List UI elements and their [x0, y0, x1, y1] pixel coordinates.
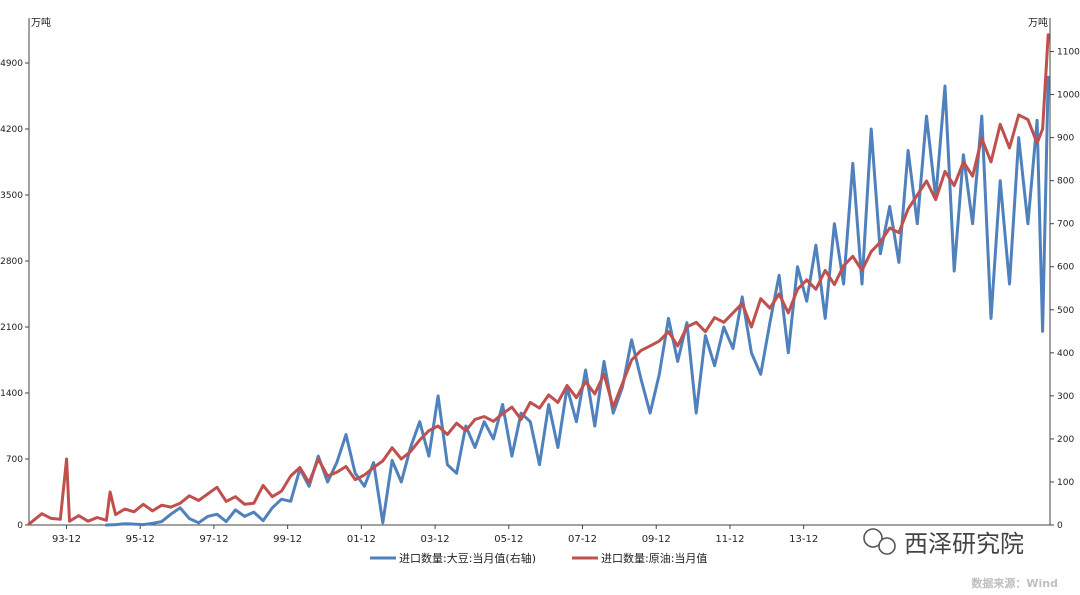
x-axis-tick-label: 93-12: [52, 534, 81, 545]
left-axis-tick-label: 4900: [0, 59, 23, 69]
x-axis-tick-label: 05-12: [494, 534, 523, 545]
watermark-text: 西泽研究院: [904, 530, 1024, 558]
source-note: 数据来源：Wind: [971, 576, 1058, 590]
left-axis-tick-label: 4200: [0, 125, 23, 135]
legend-label: 进口数量:大豆:当月值(右轴): [399, 551, 536, 565]
right-axis-tick-label: 600: [1057, 263, 1074, 273]
x-axis-tick-label: 07-12: [568, 534, 597, 545]
right-axis-tick-label: 900: [1057, 134, 1074, 144]
x-axis-tick-label: 13-12: [789, 534, 818, 545]
right-axis-tick-label: 200: [1057, 435, 1074, 445]
x-axis-tick-label: 01-12: [347, 534, 376, 545]
crude-oil-series-line: [27, 33, 1050, 526]
left-axis-tick-label: 700: [6, 455, 23, 465]
right-axis-tick-label: 400: [1057, 349, 1074, 359]
series-layer: [27, 33, 1050, 527]
right-axis-tick-label: 800: [1057, 177, 1074, 187]
x-axis-tick-label: 99-12: [273, 534, 302, 545]
right-axis-tick-label: 100: [1057, 478, 1074, 488]
left-axis-tick-label: 1400: [0, 389, 23, 399]
wechat-icon: [863, 528, 883, 548]
x-axis-tick-label: 95-12: [126, 534, 155, 545]
x-axis-tick-label: 09-12: [642, 534, 671, 545]
right-axis-tick-label: 700: [1057, 220, 1074, 230]
wechat-icon-bubble: [878, 537, 896, 555]
right-axis-tick-label: 300: [1057, 392, 1074, 402]
soybean-series-line: [104, 75, 1050, 527]
x-axis-tick-label: 03-12: [421, 534, 450, 545]
left-axis-tick-label: 3500: [0, 191, 23, 201]
right-axis-unit-label: 万吨: [1028, 16, 1048, 29]
right-axis-tick-label: 0: [1057, 521, 1063, 531]
left-axis-unit-label: 万吨: [31, 16, 51, 29]
left-axis-tick-label: 0: [17, 521, 23, 531]
x-axis-tick-label: 11-12: [715, 534, 744, 545]
right-axis-tick-label: 1100: [1057, 48, 1080, 58]
right-axis-tick-label: 500: [1057, 306, 1074, 316]
left-axis-tick-label: 2800: [0, 257, 23, 267]
x-axis-tick-label: 97-12: [199, 534, 228, 545]
legend-label: 进口数量:原油:当月值: [601, 551, 707, 565]
right-axis-tick-label: 1000: [1057, 91, 1080, 101]
axes-layer: 万吨 万吨 0 700 1400 2100 2800 3500 4200 4900 0 100 200 3…: [0, 16, 1080, 545]
left-axis-tick-label: 2100: [0, 323, 23, 333]
